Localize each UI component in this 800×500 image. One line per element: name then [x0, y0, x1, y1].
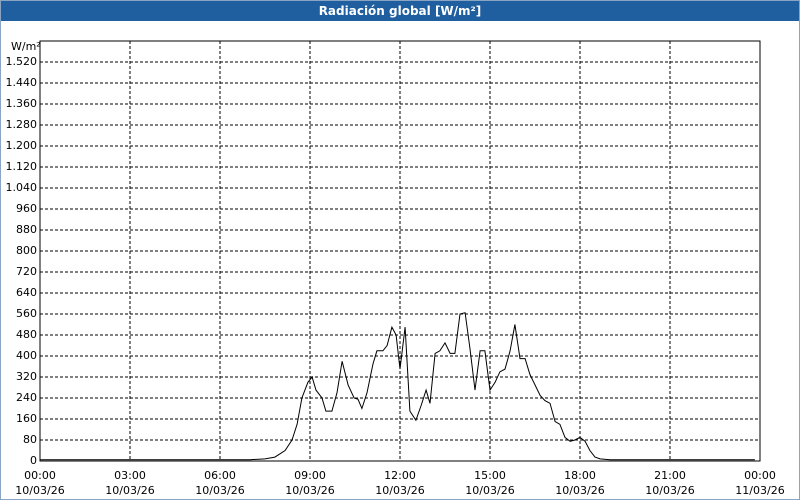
x-tick-label: 06:00 [204, 469, 236, 482]
x-tick-date: 10/03/26 [465, 484, 514, 497]
x-tick-date: 10/03/26 [105, 484, 154, 497]
x-tick-label: 12:00 [384, 469, 416, 482]
y-tick-label: 80 [23, 433, 37, 446]
y-tick-label: 1.360 [6, 97, 38, 110]
x-tick-date: 10/03/26 [555, 484, 604, 497]
x-tick-label: 00:00 [24, 469, 56, 482]
y-tick-label: 1.520 [6, 55, 38, 68]
x-tick-date: 10/03/26 [285, 484, 334, 497]
x-tick-date: 10/03/26 [195, 484, 244, 497]
x-tick-label: 15:00 [474, 469, 506, 482]
x-tick-date: 10/03/26 [375, 484, 424, 497]
y-tick-label: 160 [16, 412, 37, 425]
y-tick-label: 480 [16, 328, 37, 341]
y-tick-label: 1.280 [6, 118, 38, 131]
y-tick-label: 560 [16, 307, 37, 320]
window-title: Radiación global [W/m²] [1, 1, 799, 21]
y-tick-label: 800 [16, 244, 37, 257]
y-tick-label: 240 [16, 391, 37, 404]
x-tick-label: 18:00 [564, 469, 596, 482]
x-tick-label: 03:00 [114, 469, 146, 482]
data-line [40, 312, 755, 461]
x-tick-label: 09:00 [294, 469, 326, 482]
x-tick-date: 11/03/26 [735, 484, 784, 497]
y-tick-label: 960 [16, 202, 37, 215]
y-unit: W/m² [11, 40, 41, 53]
y-tick-label: 1.120 [6, 160, 38, 173]
y-tick-label: 320 [16, 370, 37, 383]
plot-frame [39, 40, 761, 462]
x-tick-date: 10/03/26 [645, 484, 694, 497]
x-tick-label: 00:00 [744, 469, 776, 482]
x-tick-label: 21:00 [654, 469, 686, 482]
chart: W/m² 0 80 160 240 320 400 480 560 640 720 800 880 96… [6, 40, 785, 497]
y-tick-label: 0 [30, 454, 37, 467]
x-tick-date: 10/03/26 [15, 484, 64, 497]
y-tick-label: 1.200 [6, 139, 38, 152]
y-tick-label: 880 [16, 223, 37, 236]
y-tick-label: 1.440 [6, 76, 38, 89]
y-tick-label: 640 [16, 286, 37, 299]
y-tick-label: 400 [16, 349, 37, 362]
y-tick-label: 1.040 [6, 181, 38, 194]
y-tick-label: 720 [16, 265, 37, 278]
